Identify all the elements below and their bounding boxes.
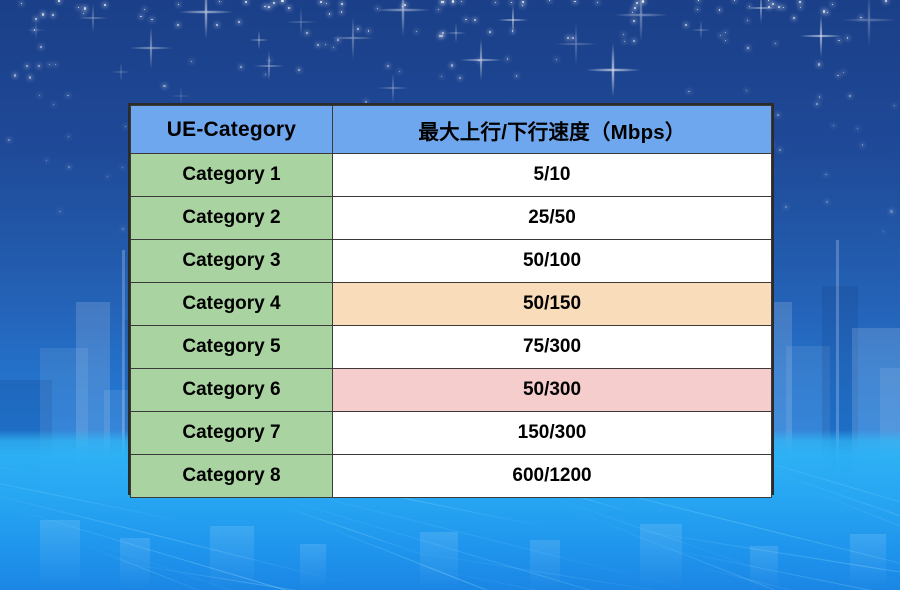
table-row: Category 8 600/1200 xyxy=(130,454,772,498)
cell-max-rate: 25/50 xyxy=(332,196,772,240)
cell-max-rate: 50/300 xyxy=(332,368,772,412)
cell-ue-category: Category 7 xyxy=(130,411,333,455)
cell-max-rate: 50/100 xyxy=(332,239,772,283)
table-row: Category 2 25/50 xyxy=(130,196,772,240)
table-row: Category 3 50/100 xyxy=(130,239,772,283)
column-header-ue-category: UE-Category xyxy=(130,105,333,154)
header-row: UE-Category 最大上行/下行速度（Mbps） xyxy=(130,105,772,154)
cell-max-rate: 75/300 xyxy=(332,325,772,369)
table-row: Category 5 75/300 xyxy=(130,325,772,369)
ue-category-table: UE-Category 最大上行/下行速度（Mbps） Category 1 5/… xyxy=(130,105,772,498)
table-row: Category 1 5/10 xyxy=(130,153,772,197)
cell-ue-category: Category 2 xyxy=(130,196,333,240)
cell-ue-category: Category 1 xyxy=(130,153,333,197)
column-header-max-rate: 最大上行/下行速度（Mbps） xyxy=(332,105,772,154)
cell-max-rate: 50/150 xyxy=(332,282,772,326)
cell-max-rate: 600/1200 xyxy=(332,454,772,498)
table-header: UE-Category 最大上行/下行速度（Mbps） xyxy=(130,105,772,154)
cell-ue-category: Category 6 xyxy=(130,368,333,412)
ue-category-table-panel: UE-Category 最大上行/下行速度（Mbps） Category 1 5/… xyxy=(128,103,774,498)
cell-max-rate: 150/300 xyxy=(332,411,772,455)
table-row: Category 4 50/150 xyxy=(130,282,772,326)
cell-max-rate: 5/10 xyxy=(332,153,772,197)
table-row: Category 7 150/300 xyxy=(130,411,772,455)
cell-ue-category: Category 8 xyxy=(130,454,333,498)
table-row: Category 6 50/300 xyxy=(130,368,772,412)
cell-ue-category: Category 3 xyxy=(130,239,333,283)
cell-ue-category: Category 4 xyxy=(130,282,333,326)
cell-ue-category: Category 5 xyxy=(130,325,333,369)
